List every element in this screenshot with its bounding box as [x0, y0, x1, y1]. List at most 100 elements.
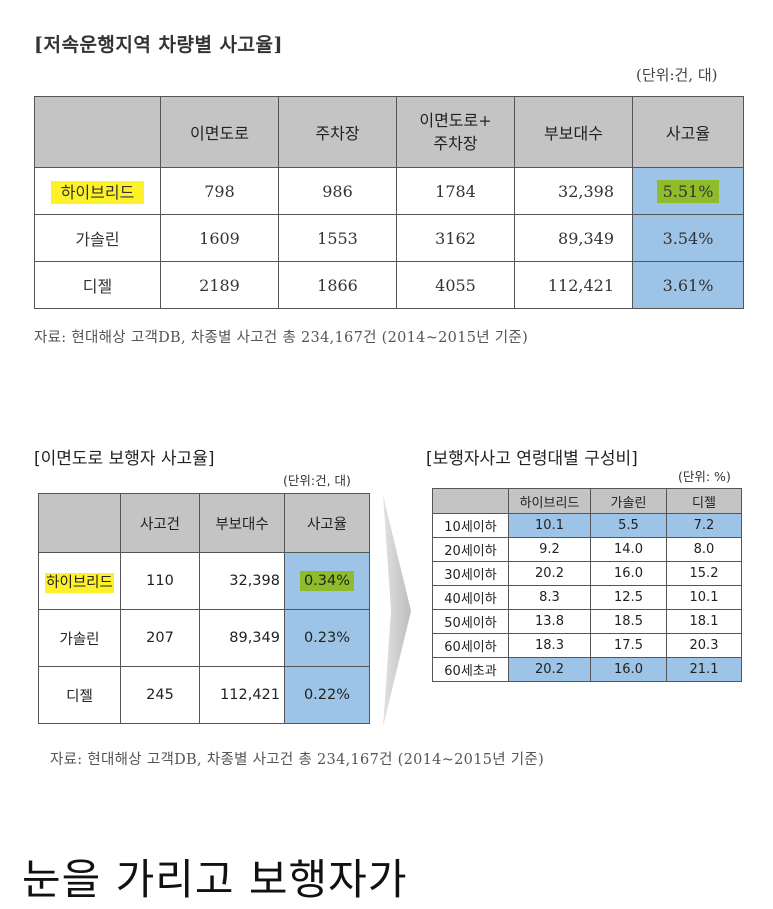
chevron-right-icon — [383, 495, 411, 727]
table-row: 가솔린 1609 1553 3162 89,349 3.54% — [34, 214, 744, 262]
table-cell: 112,421 — [514, 261, 633, 309]
table-row: 40세이하 8.3 12.5 10.1 — [432, 585, 742, 610]
header-cell: 이면도로+ 주차장 — [396, 96, 515, 168]
table-cell: 18.3 — [508, 633, 591, 658]
table-cell: 16.0 — [590, 657, 667, 682]
table-cell: 20.3 — [666, 633, 742, 658]
yellow-highlight: 하이브리드 — [50, 181, 145, 204]
table-cell: 89,349 — [514, 214, 633, 262]
table-cell: 3162 — [396, 214, 515, 262]
row-label: 하이브리드 — [38, 552, 121, 610]
row-label: 디젤 — [38, 666, 121, 724]
rate-cell: 0.22% — [284, 666, 370, 724]
table-row: 60세이하 18.3 17.5 20.3 — [432, 633, 742, 658]
table-cell: 20.2 — [508, 561, 591, 586]
age-ratio-table: 하이브리드 가솔린 디젤 10세이하 10.1 5.5 7.2 20세이하 9.… — [432, 488, 742, 682]
header-cell — [34, 96, 161, 168]
green-highlight: 0.34% — [299, 571, 355, 591]
table-cell: 18.1 — [666, 609, 742, 634]
table-row: 하이브리드 798 986 1784 32,398 5.51% — [34, 167, 744, 215]
table-cell: 14.0 — [590, 537, 667, 562]
table-header-row: 이면도로 주차장 이면도로+ 주차장 부보대수 사고율 — [34, 96, 744, 168]
table-cell: 18.5 — [590, 609, 667, 634]
row-label: 가솔린 — [38, 609, 121, 667]
accident-rate-unit: (단위:건, 대) — [636, 66, 718, 84]
caption-text: 눈을 가리고 보행자가 — [22, 855, 408, 904]
green-highlight: 5.51% — [656, 179, 720, 203]
table-row: 가솔린 207 89,349 0.23% — [38, 609, 370, 667]
table-cell: 10.1 — [666, 585, 742, 610]
table-row: 디젤 245 112,421 0.22% — [38, 666, 370, 724]
header-cell: 사고율 — [284, 493, 370, 553]
table-cell: 89,349 — [199, 609, 285, 667]
table-cell: 2189 — [160, 261, 279, 309]
age-ratio-unit: (단위: %) — [678, 469, 731, 484]
row-label: 20세이하 — [432, 537, 509, 562]
table-cell: 4055 — [396, 261, 515, 309]
row-label: 30세이하 — [432, 561, 509, 586]
table-cell: 207 — [120, 609, 200, 667]
table-row: 30세이하 20.2 16.0 15.2 — [432, 561, 742, 586]
table-cell: 1609 — [160, 214, 279, 262]
age-ratio-title: [보행자사고 연령대별 구성비] — [426, 449, 638, 469]
table-cell: 21.1 — [666, 657, 742, 682]
header-cell: 하이브리드 — [508, 488, 591, 514]
table-cell: 798 — [160, 167, 279, 215]
header-cell: 부보대수 — [199, 493, 285, 553]
table-cell: 7.2 — [666, 513, 742, 538]
header-cell — [38, 493, 121, 553]
header-cell: 주차장 — [278, 96, 397, 168]
header-cell: 이면도로 — [160, 96, 279, 168]
table-cell: 20.2 — [508, 657, 591, 682]
table-row: 50세이하 13.8 18.5 18.1 — [432, 609, 742, 634]
rate-cell: 5.51% — [632, 167, 744, 215]
table-cell: 1784 — [396, 167, 515, 215]
header-cell: 사고건 — [120, 493, 200, 553]
table-cell: 32,398 — [199, 552, 285, 610]
pedestrian-rate-unit: (단위:건, 대) — [283, 473, 351, 488]
row-label: 60세이하 — [432, 633, 509, 658]
table-cell: 8.0 — [666, 537, 742, 562]
table-cell: 1553 — [278, 214, 397, 262]
row-label: 40세이하 — [432, 585, 509, 610]
table-row: 10세이하 10.1 5.5 7.2 — [432, 513, 742, 538]
header-cell: 가솔린 — [590, 488, 667, 514]
pedestrian-rate-title: [이면도로 보행자 사고율] — [34, 449, 215, 469]
table-cell: 15.2 — [666, 561, 742, 586]
table-cell: 10.1 — [508, 513, 591, 538]
table-row: 하이브리드 110 32,398 0.34% — [38, 552, 370, 610]
table-cell: 32,398 — [514, 167, 633, 215]
table-cell: 1866 — [278, 261, 397, 309]
header-cell: 디젤 — [666, 488, 742, 514]
table-cell: 16.0 — [590, 561, 667, 586]
rate-cell: 0.34% — [284, 552, 370, 610]
rate-cell: 3.61% — [632, 261, 744, 309]
rate-cell: 0.23% — [284, 609, 370, 667]
table-row: 디젤 2189 1866 4055 112,421 3.61% — [34, 261, 744, 309]
table-cell: 245 — [120, 666, 200, 724]
row-label: 60세초과 — [432, 657, 509, 682]
header-cell: 부보대수 — [514, 96, 633, 168]
header-cell — [432, 488, 509, 514]
table-cell: 9.2 — [508, 537, 591, 562]
table-cell: 5.5 — [590, 513, 667, 538]
table-cell: 12.5 — [590, 585, 667, 610]
table-cell: 110 — [120, 552, 200, 610]
row-label: 가솔린 — [34, 214, 161, 262]
table-cell: 986 — [278, 167, 397, 215]
row-label: 10세이하 — [432, 513, 509, 538]
accident-rate-title: [저속운행지역 차량별 사고율] — [34, 34, 283, 56]
yellow-highlight: 하이브리드 — [45, 572, 114, 593]
table-cell: 13.8 — [508, 609, 591, 634]
accident-rate-table: 이면도로 주차장 이면도로+ 주차장 부보대수 사고율 하이브리드 798 98… — [34, 96, 744, 309]
row-label: 하이브리드 — [34, 167, 161, 215]
table-cell: 17.5 — [590, 633, 667, 658]
table-row: 20세이하 9.2 14.0 8.0 — [432, 537, 742, 562]
row-label: 50세이하 — [432, 609, 509, 634]
table-row: 60세초과 20.2 16.0 21.1 — [432, 657, 742, 682]
row-label: 디젤 — [34, 261, 161, 309]
source-note: 자료: 현대해상 고객DB, 차종별 사고건 총 234,167건 (2014~… — [50, 752, 545, 768]
table-cell: 8.3 — [508, 585, 591, 610]
table-header-row: 하이브리드 가솔린 디젤 — [432, 488, 742, 514]
header-cell: 사고율 — [632, 96, 744, 168]
